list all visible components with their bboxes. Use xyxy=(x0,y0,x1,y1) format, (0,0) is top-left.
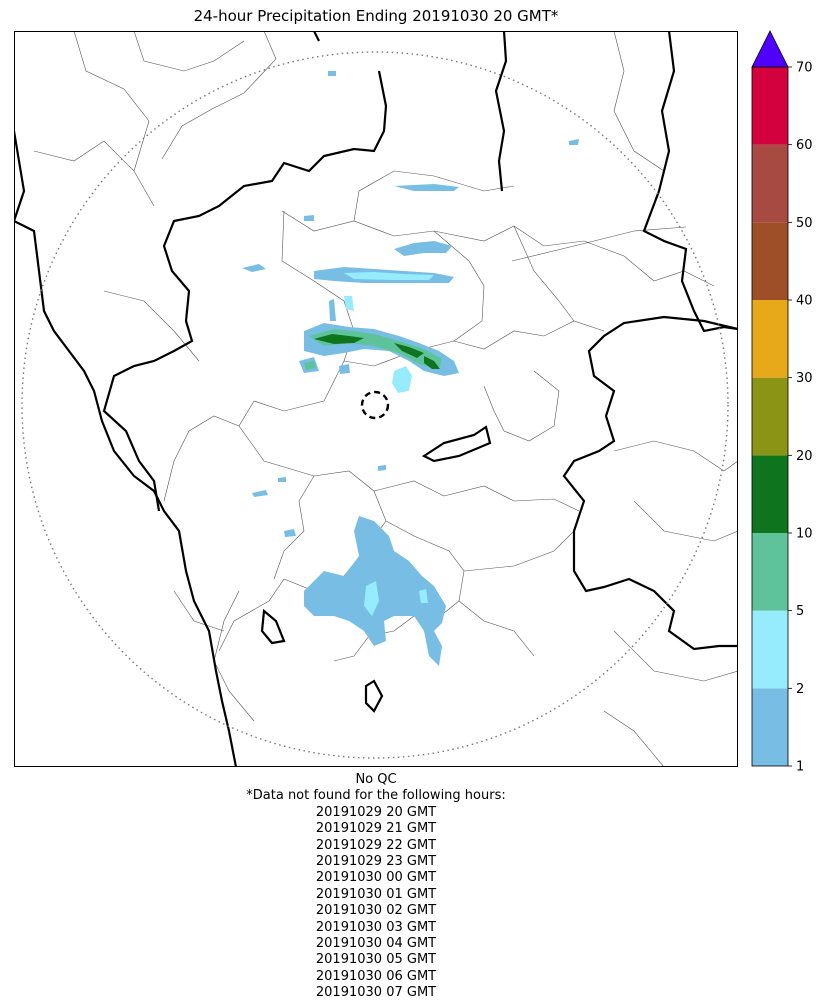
missing-hour-item: 20191030 03 GMT xyxy=(315,919,437,935)
missing-hours-header: *Data not found for the following hours: xyxy=(246,788,506,804)
precipitation-field xyxy=(242,71,579,666)
missing-hour-item: 20191030 00 GMT xyxy=(315,870,437,886)
missing-hour-item: 20191029 22 GMT xyxy=(315,837,437,853)
colorbar-extend-triangle xyxy=(751,30,789,68)
missing-hour-item: 20191029 23 GMT xyxy=(315,854,437,870)
missing-hour-item: 20191029 21 GMT xyxy=(315,821,437,837)
precipitation-map[interactable] xyxy=(14,31,738,767)
missing-hours-list: 20191029 20 GMT 20191029 21 GMT 20191029 2… xyxy=(14,805,738,1002)
radar-range-ring xyxy=(21,51,729,759)
radar-site-marker xyxy=(360,390,390,420)
colorbar-tick-label: 30 xyxy=(796,371,813,386)
colorbar-bin xyxy=(752,222,788,300)
colorbar-tick-label: 5 xyxy=(796,604,804,619)
colorbar-bin xyxy=(752,67,788,145)
footer-notes: No QC *Data not found for the following … xyxy=(14,772,738,1002)
colorbar-tick-label: 2 xyxy=(796,682,804,697)
missing-hour-item: 20191030 05 GMT xyxy=(315,952,437,968)
colorbar-bin xyxy=(752,377,788,456)
colorbar-tick-label: 70 xyxy=(796,61,813,76)
colorbar-tick-label: 1 xyxy=(796,760,804,774)
colorbar-bin xyxy=(752,688,788,766)
colorbar-tick-label: 10 xyxy=(796,527,813,542)
chart-title: 24-hour Precipitation Ending 20191030 20… xyxy=(193,7,559,25)
colorbar-bin xyxy=(752,300,788,378)
missing-hour-item: 20191030 06 GMT xyxy=(315,968,437,984)
missing-hour-item: 20191030 07 GMT xyxy=(315,985,437,1001)
colorbar-tick-label: 60 xyxy=(796,138,813,153)
colorbar-tick-label: 20 xyxy=(796,449,813,464)
state-borders xyxy=(14,31,738,767)
missing-hour-item: 20191030 01 GMT xyxy=(315,886,437,902)
missing-hour-item: 20191029 20 GMT xyxy=(315,804,437,820)
missing-hour-item: 20191030 04 GMT xyxy=(315,936,437,952)
colorbar-bin xyxy=(752,610,788,689)
colorbar: 1 2 5 10 20 30 40 50 60 70 xyxy=(751,30,813,774)
colorbar-tick-label: 40 xyxy=(796,294,813,309)
qc-label: No QC xyxy=(355,772,397,787)
colorbar-bin xyxy=(752,455,788,533)
missing-hour-item: 20191030 02 GMT xyxy=(315,903,437,919)
colorbar-bin xyxy=(752,144,788,223)
colorbar-bin xyxy=(752,533,788,611)
colorbar-tick-label: 50 xyxy=(796,216,813,231)
